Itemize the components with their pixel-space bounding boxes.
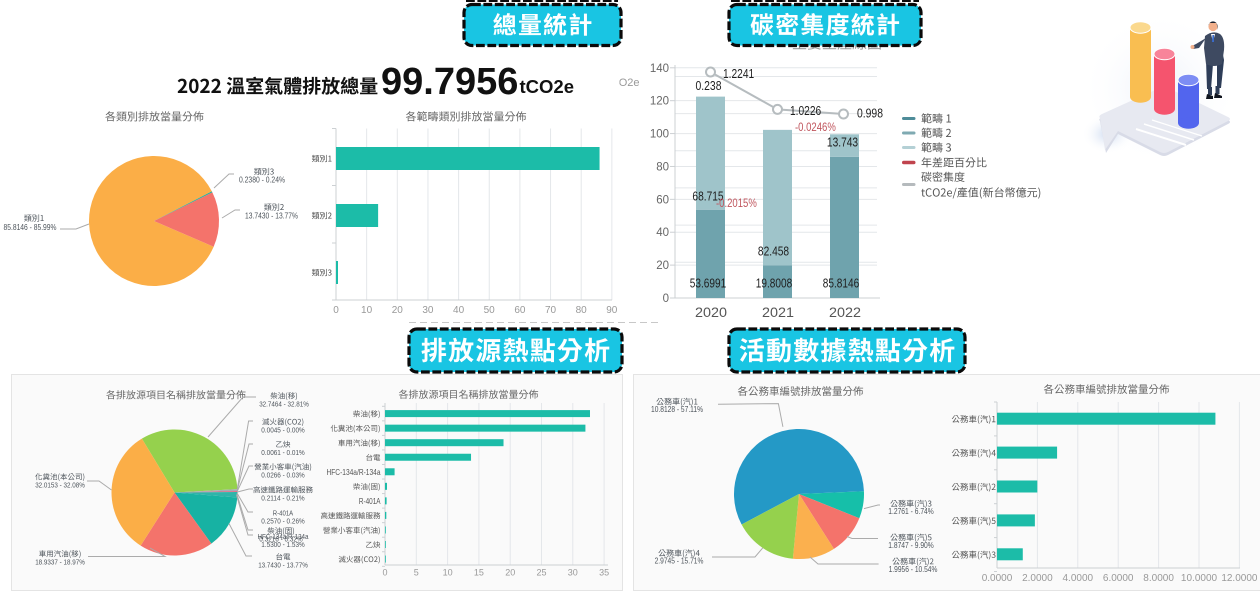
svg-text:80: 80: [576, 305, 588, 316]
svg-text:40: 40: [656, 227, 669, 239]
svg-text:tCO2e: tCO2e: [520, 76, 575, 97]
svg-text:30: 30: [568, 568, 578, 578]
svg-text:0.2380 - 0.24%: 0.2380 - 0.24%: [239, 176, 285, 185]
svg-text:0: 0: [333, 305, 339, 316]
svg-text:25: 25: [536, 568, 546, 578]
svg-text:15: 15: [474, 568, 484, 578]
svg-text:19.8008: 19.8008: [756, 276, 792, 291]
svg-text:80: 80: [656, 162, 669, 174]
svg-text:2021: 2021: [762, 305, 794, 320]
svg-text:0: 0: [382, 568, 387, 578]
svg-text:120: 120: [650, 96, 669, 108]
svg-text:90: 90: [606, 305, 618, 316]
svg-text:4.0000: 4.0000: [1063, 573, 1094, 584]
svg-text:20: 20: [392, 305, 404, 316]
svg-text:0.3216 - 0.32%: 0.3216 - 0.32%: [259, 535, 303, 544]
svg-text:100: 100: [650, 129, 669, 141]
svg-text:1.2241: 1.2241: [723, 66, 754, 81]
svg-text:18.9337 - 18.97%: 18.9337 - 18.97%: [35, 558, 85, 567]
svg-text:35: 35: [599, 568, 609, 578]
svg-text:60: 60: [656, 194, 669, 206]
svg-text:1.8747 - 9.90%: 1.8747 - 9.90%: [888, 541, 934, 550]
svg-text:R-401A: R-401A: [359, 497, 381, 506]
svg-text:10.0000: 10.0000: [1181, 573, 1218, 584]
svg-text:0.0045 - 0.00%: 0.0045 - 0.00%: [261, 426, 305, 435]
svg-text:20: 20: [656, 260, 669, 272]
svg-text:1.0226: 1.0226: [790, 103, 821, 118]
svg-text:2.0000: 2.0000: [1022, 573, 1053, 584]
svg-text:R-401A: R-401A: [273, 509, 293, 518]
svg-text:1.5300 - 1.53%: 1.5300 - 1.53%: [261, 540, 305, 549]
svg-text:-0.0246%: -0.0246%: [795, 120, 836, 134]
svg-text:0.2570 - 0.26%: 0.2570 - 0.26%: [261, 517, 305, 526]
svg-text:60: 60: [514, 305, 526, 316]
svg-text:1.9956 - 10.54%: 1.9956 - 10.54%: [889, 565, 938, 574]
svg-text:6.0000: 6.0000: [1103, 573, 1134, 584]
svg-text:0.2114 - 0.21%: 0.2114 - 0.21%: [261, 494, 305, 503]
svg-text:85.8146 - 85.99%: 85.8146 - 85.99%: [4, 223, 57, 232]
svg-text:1.2761 - 6.74%: 1.2761 - 6.74%: [888, 507, 934, 516]
svg-text:20: 20: [505, 568, 515, 578]
svg-text:HFC-134a/R-134a: HFC-134a/R-134a: [327, 468, 381, 477]
svg-text:10.8128 - 57.11%: 10.8128 - 57.11%: [651, 405, 703, 414]
svg-text:32.7464 - 32.81%: 32.7464 - 32.81%: [259, 400, 309, 409]
svg-text:10: 10: [361, 305, 373, 316]
svg-text:0.0000: 0.0000: [982, 573, 1013, 584]
svg-text:HFC-134a/R-134a: HFC-134a/R-134a: [258, 532, 310, 541]
svg-text:0.998: 0.998: [857, 105, 883, 120]
svg-text:32.0153 - 32.08%: 32.0153 - 32.08%: [35, 481, 85, 490]
svg-text:68.715: 68.715: [692, 189, 723, 204]
svg-text:12.0000: 12.0000: [1221, 573, 1258, 584]
svg-text:2.9745 - 15.71%: 2.9745 - 15.71%: [655, 557, 704, 566]
svg-text:0.238: 0.238: [696, 78, 722, 93]
svg-text:-0.2015%: -0.2015%: [716, 196, 757, 210]
svg-text:0.0266 - 0.03%: 0.0266 - 0.03%: [261, 471, 305, 480]
svg-text:10: 10: [443, 568, 453, 578]
svg-text:140: 140: [650, 63, 669, 75]
svg-text:70: 70: [545, 305, 557, 316]
svg-text:0.0061 - 0.01%: 0.0061 - 0.01%: [261, 448, 305, 457]
svg-text:82.458: 82.458: [758, 244, 789, 259]
svg-text:85.8146: 85.8146: [823, 276, 859, 291]
svg-text:30: 30: [422, 305, 434, 316]
svg-text:5: 5: [414, 568, 419, 578]
svg-text:8.0000: 8.0000: [1143, 573, 1174, 584]
svg-text:40: 40: [453, 305, 465, 316]
svg-text:53.6991: 53.6991: [690, 276, 726, 291]
svg-text:50: 50: [484, 305, 496, 316]
svg-text:99.7956: 99.7956: [381, 61, 518, 103]
svg-text:2022: 2022: [829, 305, 861, 320]
svg-text:13.7430 - 13.77%: 13.7430 - 13.77%: [245, 212, 298, 221]
svg-text:13.743: 13.743: [827, 135, 858, 150]
svg-text:2020: 2020: [695, 305, 727, 320]
svg-text:13.7430 - 13.77%: 13.7430 - 13.77%: [258, 561, 308, 570]
svg-text:0: 0: [663, 293, 669, 305]
